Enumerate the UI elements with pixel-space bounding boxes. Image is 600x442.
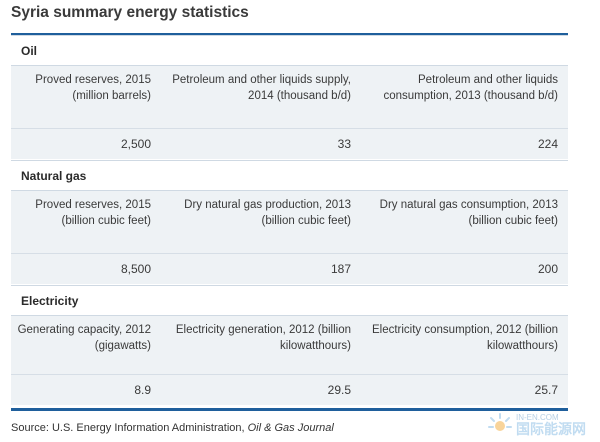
watermark-logo: IN-EN.COM 国际能源网 <box>487 412 586 438</box>
value-row: 2,500 33 224 <box>11 129 568 159</box>
label-cell: Proved reserves, 2015 (million barrels) <box>35 74 151 102</box>
page-title: Syria summary energy statistics <box>11 4 249 21</box>
label-cell: Petroleum and other liquids consumption,… <box>383 74 558 102</box>
section-heading: Oil <box>11 35 568 66</box>
label-cell: Electricity generation, 2012 (billion ki… <box>175 324 351 352</box>
bottom-rule <box>11 408 568 411</box>
label-row: Generating capacity, 2012 (gigawatts) El… <box>11 316 568 375</box>
source-prefix: Source: U.S. Energy Information Administ… <box>11 422 248 434</box>
watermark-en: IN-EN.COM <box>516 413 559 422</box>
section-oil: Oil Proved reserves, 2015 (million barre… <box>11 35 568 159</box>
value-row: 8.9 29.5 25.7 <box>11 375 568 405</box>
sun-icon <box>488 413 512 431</box>
section-heading: Natural gas <box>11 160 568 191</box>
section-natural-gas: Natural gas Proved reserves, 2015 (billi… <box>11 160 568 284</box>
value-cell: 8,500 <box>120 262 151 276</box>
value-cell: 2,500 <box>120 137 151 151</box>
label-cell: Dry natural gas production, 2013 (billio… <box>184 199 351 227</box>
label-row: Proved reserves, 2015 (billion cubic fee… <box>11 191 568 254</box>
value-cell: 187 <box>330 262 351 276</box>
value-cell: 224 <box>537 137 558 151</box>
section-heading: Electricity <box>11 285 568 316</box>
label-row: Proved reserves, 2015 (million barrels) … <box>11 66 568 129</box>
value-cell: 33 <box>337 137 351 151</box>
label-cell: Electricity consumption, 2012 (billion k… <box>371 324 558 352</box>
section-electricity: Electricity Generating capacity, 2012 (g… <box>11 285 568 405</box>
label-cell: Proved reserves, 2015 (billion cubic fee… <box>35 199 151 227</box>
value-cell: 8.9 <box>134 383 151 397</box>
label-cell: Petroleum and other liquids supply, 2014… <box>172 74 351 102</box>
label-cell: Dry natural gas consumption, 2013 (billi… <box>379 199 558 227</box>
label-cell: Generating capacity, 2012 (gigawatts) <box>17 324 151 352</box>
value-cell: 200 <box>537 262 558 276</box>
source-note: Source: U.S. Energy Information Administ… <box>11 422 334 434</box>
value-cell: 29.5 <box>327 383 351 397</box>
watermark-cn: 国际能源网 <box>516 421 586 437</box>
top-rule <box>11 33 568 35</box>
value-cell: 25.7 <box>534 383 558 397</box>
source-journal: Oil & Gas Journal <box>247 422 334 434</box>
value-row: 8,500 187 200 <box>11 254 568 284</box>
